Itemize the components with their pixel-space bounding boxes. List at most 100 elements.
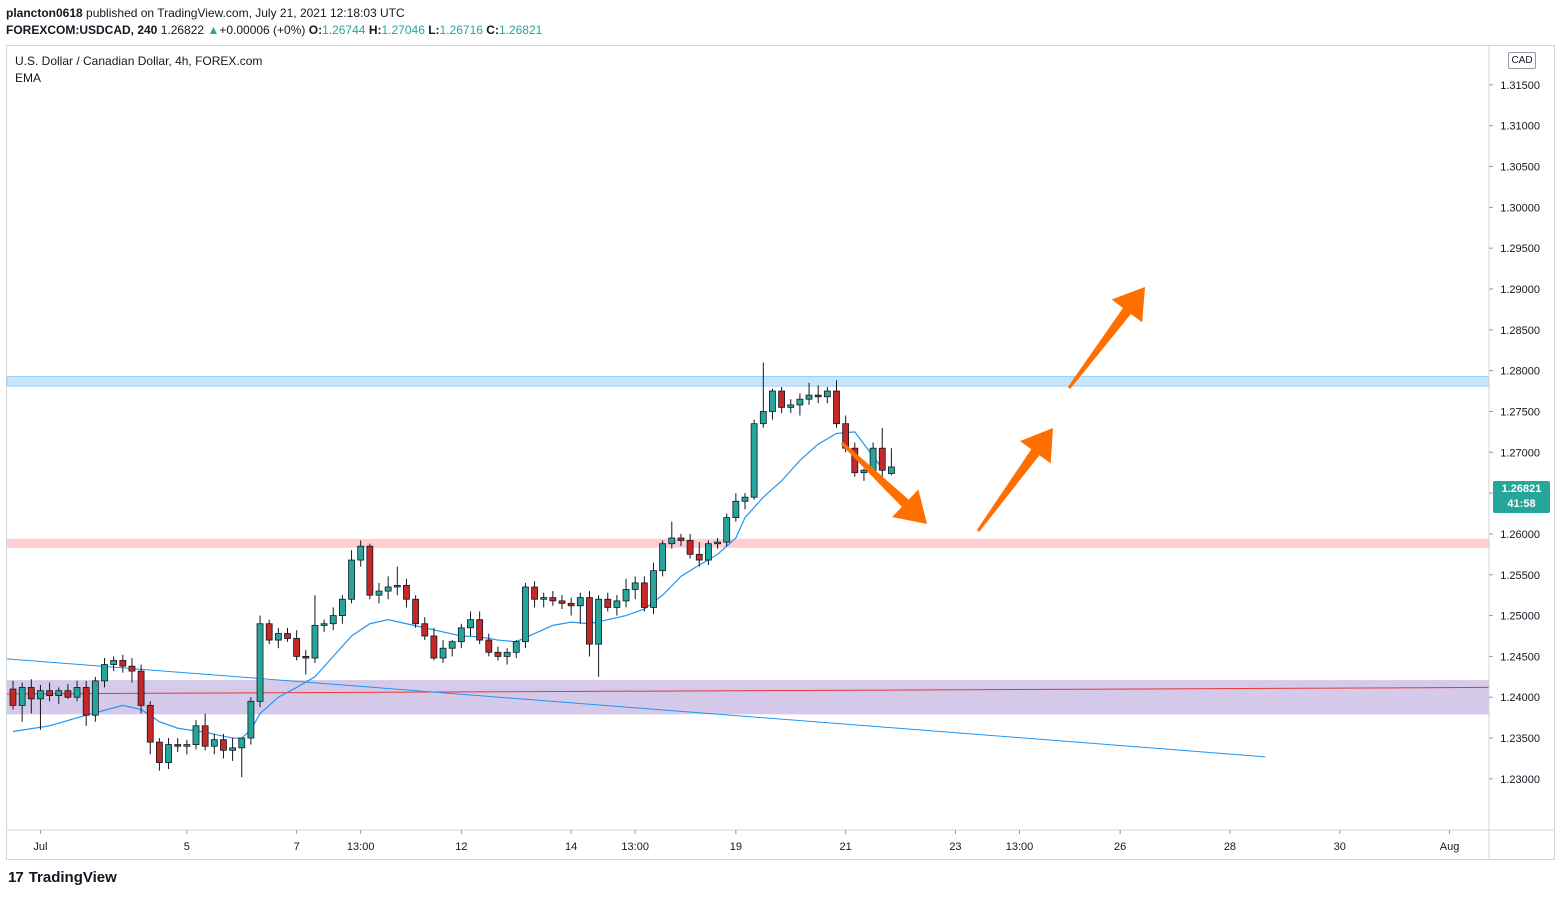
candle-body xyxy=(586,597,593,645)
x-tick-label: 30 xyxy=(1334,841,1346,853)
x-tick-label: 13:00 xyxy=(347,841,375,853)
x-tick-label: 28 xyxy=(1224,841,1236,853)
candle-body xyxy=(201,725,209,747)
candle-body xyxy=(247,700,255,739)
candle-body xyxy=(476,619,484,641)
x-tick-label: 21 xyxy=(840,841,852,853)
candle-body xyxy=(485,639,493,653)
change-value: +0.00006 (+0%) xyxy=(219,23,306,37)
candle-body xyxy=(686,540,694,555)
candle-body xyxy=(549,597,557,602)
last-price-tag-value: 1.26821 xyxy=(1501,483,1542,495)
candle-body xyxy=(412,598,420,625)
candle-body xyxy=(229,747,237,751)
y-tick-label: 1.26000 xyxy=(1500,529,1540,541)
candle-body xyxy=(439,647,447,659)
y-tick-label: 1.23500 xyxy=(1500,733,1540,745)
candle-body xyxy=(256,623,264,702)
purple-support-zone xyxy=(7,680,1489,715)
down-arrow-icon xyxy=(840,441,927,524)
candle-body xyxy=(210,739,218,747)
author-name[interactable]: plancton0618 xyxy=(6,6,83,20)
candle-body xyxy=(457,627,465,643)
candle-body xyxy=(796,398,804,406)
close-label: C: xyxy=(486,23,499,37)
up-arrow-icon xyxy=(976,428,1053,532)
candle-body xyxy=(814,394,822,398)
candle-body xyxy=(18,687,26,706)
candle-body xyxy=(174,744,182,747)
high-label: H: xyxy=(368,23,382,37)
candle-body xyxy=(82,687,90,716)
candle-body xyxy=(823,390,831,398)
candle-body xyxy=(695,553,703,561)
candle-body xyxy=(467,619,474,629)
x-tick-label: Jul xyxy=(33,841,47,853)
candle-body xyxy=(384,586,392,592)
candle-body xyxy=(732,500,740,518)
candle-body xyxy=(741,496,749,502)
candle-body xyxy=(778,390,785,408)
symbol-label[interactable]: FOREXCOM:USDCAD, 240 xyxy=(6,23,158,37)
candle-body xyxy=(430,635,438,659)
candle-body xyxy=(348,559,355,600)
low-label: L: xyxy=(428,23,440,37)
candle-body xyxy=(146,704,154,743)
candle-body xyxy=(860,469,868,474)
y-tick-label: 1.27500 xyxy=(1500,406,1540,418)
low-value: 1.26716 xyxy=(439,23,483,37)
candle-body xyxy=(787,404,795,408)
resistance-zone xyxy=(6,375,1490,387)
candle-body xyxy=(155,741,163,763)
footer-brand[interactable]: 17 TradingView xyxy=(8,869,117,886)
open-label: O: xyxy=(308,23,323,37)
y-tick-label: 1.30000 xyxy=(1500,202,1540,214)
candle-body xyxy=(338,598,346,616)
candle-body xyxy=(274,633,282,641)
candle-body xyxy=(302,656,310,659)
candle-body xyxy=(631,582,639,590)
candle-body xyxy=(284,633,291,639)
legend-indicator-ema[interactable]: EMA xyxy=(15,71,42,85)
candle-body xyxy=(613,600,621,608)
candle-body xyxy=(540,597,548,600)
legend-title[interactable]: U.S. Dollar / Canadian Dollar, 4h, FOREX… xyxy=(15,54,263,68)
y-tick-label: 1.23000 xyxy=(1500,774,1540,786)
high-value: 1.27046 xyxy=(381,23,425,37)
last-price: 1.26822 xyxy=(160,23,205,37)
candle-body xyxy=(64,690,72,698)
candle-body xyxy=(128,665,136,672)
candle-body xyxy=(604,598,612,608)
currency-badge[interactable]: CAD xyxy=(1508,52,1536,69)
candle-body xyxy=(220,739,227,751)
x-tick-label: 5 xyxy=(184,841,190,853)
candle-body xyxy=(448,641,456,649)
candle-body xyxy=(595,598,602,645)
candle-body xyxy=(55,690,63,696)
candle-body xyxy=(9,688,17,706)
candle-body xyxy=(558,600,566,604)
candle-body xyxy=(769,390,776,412)
candle-body xyxy=(750,423,758,498)
candle-body xyxy=(888,466,895,474)
open-value: 1.26744 xyxy=(322,23,366,37)
x-tick-label: 19 xyxy=(730,841,742,853)
candle-body xyxy=(375,590,383,596)
candle-body xyxy=(91,680,99,716)
y-tick-label: 1.29500 xyxy=(1500,243,1540,255)
y-tick-label: 1.28500 xyxy=(1500,325,1540,337)
last-price-tag: 1.26821 41:58 xyxy=(1493,481,1550,513)
candle-body xyxy=(119,660,127,667)
candle-body xyxy=(183,744,191,747)
y-tick-label: 1.24000 xyxy=(1500,692,1540,704)
candle-body xyxy=(357,545,365,561)
candle-body xyxy=(503,651,511,657)
candle-body xyxy=(192,725,200,745)
change-arrow-icon: ▲ xyxy=(207,23,220,37)
chart-frame[interactable] xyxy=(6,45,1555,860)
candle-body xyxy=(640,582,648,608)
candle-body xyxy=(311,624,319,659)
candle-body xyxy=(833,390,840,425)
candle-body xyxy=(238,737,246,749)
